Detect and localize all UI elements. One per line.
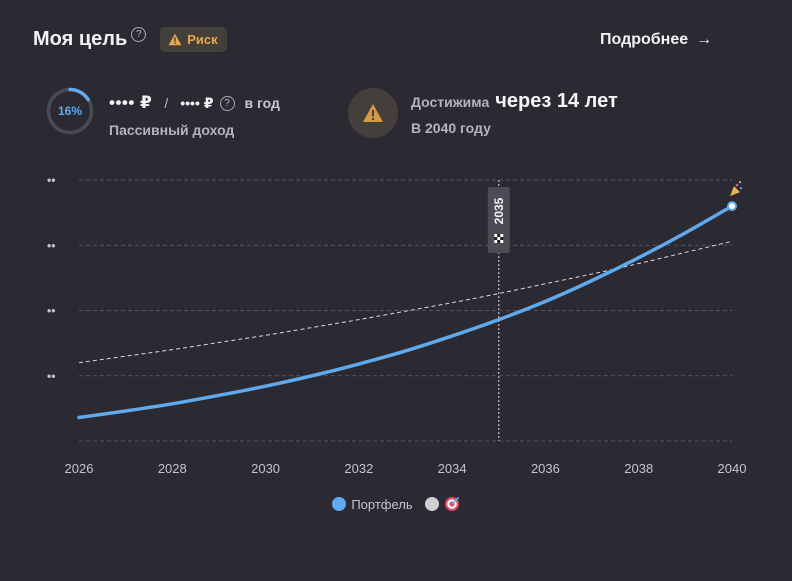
legend-target-dot <box>424 497 439 511</box>
details-link[interactable]: Подробнее → <box>600 31 712 49</box>
marker-year-label: 2035 <box>492 197 506 224</box>
chart-grid <box>79 179 732 442</box>
warning-triangle-icon <box>363 104 383 122</box>
goal-header: Моя цель ? Риск <box>33 27 227 52</box>
progress-percent: 16% <box>57 104 83 118</box>
legend-portfolio-dot <box>332 497 347 511</box>
risk-label: Риск <box>187 32 218 47</box>
risk-badge[interactable]: Риск <box>160 27 227 52</box>
chart-legend: Портфель <box>0 496 792 512</box>
income-block: •••• ₽ / •••• ₽ ? в год Пассивный доход <box>109 92 280 138</box>
target-line <box>78 240 733 364</box>
party-popper-icon <box>730 181 743 197</box>
page-title: Моя цель <box>33 28 128 50</box>
progress-ring <box>46 87 94 135</box>
marker-year-tag[interactable]: 2035 <box>487 187 510 253</box>
current-income-amount: •••• ₽ <box>180 94 214 111</box>
x-tick-label: 2034 <box>438 461 467 476</box>
reach-label: Достижима <box>411 94 490 110</box>
legend-item-target[interactable] <box>424 496 460 512</box>
legend-item-portfolio[interactable]: Портфель <box>332 496 413 512</box>
warning-badge <box>348 88 398 138</box>
x-tick-label: 2032 <box>344 461 373 476</box>
y-tick-label: •• <box>47 238 55 252</box>
reach-value: через 14 лет <box>495 90 618 112</box>
projection-chart[interactable]: •• •• •• •• 2026 2028 2030 2032 2034 2036 2038 204… <box>0 160 792 490</box>
x-axis-ticks: 2026 2028 2030 2032 2034 2036 2038 2040 <box>65 461 747 476</box>
arrow-right-icon: → <box>696 31 713 48</box>
reach-block: Достижима через 14 лет В 2040 году <box>411 90 618 136</box>
x-tick-label: 2036 <box>531 461 560 476</box>
target-icon <box>444 496 459 511</box>
income-subtitle: Пассивный доход <box>109 122 235 138</box>
x-tick-label: 2038 <box>624 461 653 476</box>
portfolio-line[interactable] <box>77 204 734 420</box>
x-tick-label: 2030 <box>251 461 280 476</box>
y-tick-label: •• <box>47 369 55 383</box>
reach-subtitle: В 2040 году <box>411 120 491 136</box>
income-help-icon[interactable]: ? <box>219 95 235 111</box>
help-icon[interactable]: ? <box>131 27 147 42</box>
x-tick-label: 2028 <box>158 461 187 476</box>
per-year-label: в год <box>244 95 280 111</box>
target-income-amount: •••• ₽ <box>109 93 153 112</box>
checkered-flag-icon <box>494 234 504 243</box>
legend-portfolio-label: Портфель <box>351 496 413 512</box>
warning-triangle-icon <box>168 33 182 46</box>
y-axis-ticks: •• •• •• •• <box>47 173 55 383</box>
portfolio-end-point[interactable] <box>727 201 737 212</box>
y-tick-label: •• <box>47 173 55 187</box>
x-tick-label: 2040 <box>718 461 747 476</box>
details-label: Подробнее <box>600 31 689 48</box>
income-separator: / <box>164 95 169 111</box>
y-tick-label: •• <box>47 304 55 318</box>
x-tick-label: 2026 <box>65 461 94 476</box>
